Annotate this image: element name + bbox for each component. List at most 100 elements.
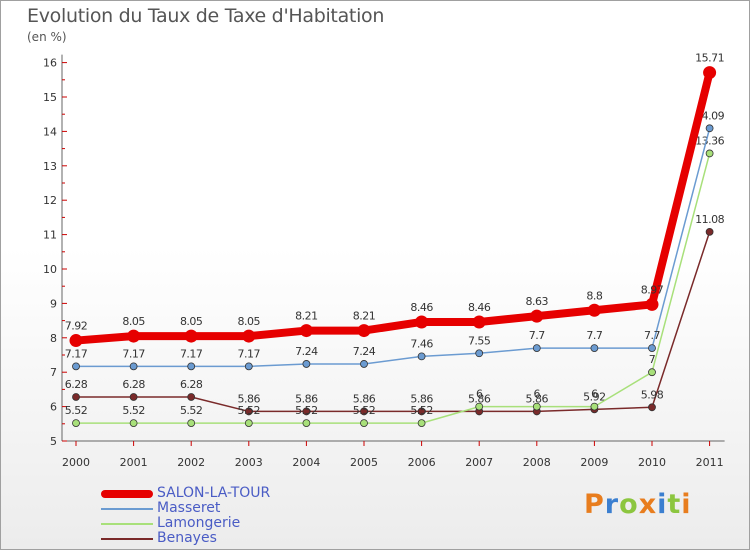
- data-label-benayes: 5.86: [410, 392, 433, 405]
- proxiti-logo: Proxiti: [584, 489, 692, 520]
- x-tick-label: 2003: [235, 456, 263, 469]
- series-line-masseret: [76, 128, 711, 368]
- data-point-salon-la-tour: [415, 315, 429, 329]
- y-tick-label: 8: [50, 332, 57, 345]
- data-label-salon-la-tour: 8.46: [468, 301, 491, 314]
- data-point-benayes: [72, 393, 80, 401]
- data-point-benayes: [360, 407, 368, 416]
- data-point-masseret: [72, 362, 80, 371]
- data-point-salon-la-tour: [299, 324, 313, 338]
- data-label-salon-la-tour: 8.21: [295, 310, 318, 323]
- data-point-masseret: [532, 344, 541, 353]
- y-tick-label: 16: [43, 57, 57, 70]
- data-point-salon-la-tour: [357, 324, 371, 338]
- data-point-benayes: [244, 407, 253, 416]
- data-label-salon-la-tour: 15.71: [695, 52, 724, 65]
- data-point-lamongerie: [302, 419, 311, 428]
- data-point-salon-la-tour: [184, 329, 198, 343]
- data-point-benayes: [417, 407, 426, 416]
- x-tick-label: 2009: [580, 456, 608, 469]
- data-label-salon-la-tour: 8.8: [586, 289, 602, 302]
- data-point-benayes: [705, 227, 714, 236]
- data-label-salon-la-tour: 8.05: [122, 315, 145, 328]
- data-point-salon-la-tour: [69, 334, 83, 348]
- data-label-lamongerie: 5.52: [353, 404, 376, 417]
- y-tick-label: 12: [43, 194, 57, 207]
- logo-letter: o: [619, 489, 639, 520]
- series-line-benayes: [76, 231, 711, 413]
- data-label-lamongerie: 5.52: [295, 404, 318, 417]
- data-point-lamongerie: [705, 149, 714, 158]
- series-line-lamongerie: [76, 153, 711, 424]
- data-label-salon-la-tour: 8.05: [238, 315, 261, 328]
- data-label-lamongerie: 6: [534, 388, 541, 401]
- data-point-benayes: [302, 407, 311, 416]
- data-label-masseret: 7.55: [468, 334, 491, 347]
- data-label-lamongerie: 5.52: [65, 404, 88, 417]
- data-label-benayes: 5.86: [468, 392, 491, 405]
- data-point-lamongerie: [590, 402, 599, 411]
- data-point-masseret: [187, 362, 196, 371]
- x-tick-label: 2007: [465, 456, 493, 469]
- legend-label: Masseret: [157, 500, 221, 516]
- data-point-masseret: [417, 352, 426, 361]
- x-tick-label: 2008: [523, 456, 551, 469]
- legend-swatch: [101, 538, 153, 540]
- unit-label: (en %): [27, 30, 67, 44]
- data-label-benayes: 11.08: [695, 213, 724, 226]
- data-label-benayes: 5.86: [353, 392, 376, 405]
- legend-swatch: [101, 490, 153, 498]
- data-point-salon-la-tour: [242, 329, 256, 343]
- data-point-masseret: [475, 349, 484, 358]
- data-label-masseret: 7.24: [295, 345, 318, 358]
- data-point-masseret: [302, 360, 311, 368]
- data-label-masseret: 7.46: [410, 337, 433, 350]
- data-label-masseret: 7.17: [238, 347, 261, 360]
- logo-letter: i: [657, 489, 668, 520]
- logo-letter: t: [667, 489, 682, 520]
- legend-label: SALON-LA-TOUR: [157, 485, 271, 501]
- y-tick-label: 5: [50, 435, 57, 448]
- data-point-salon-la-tour: [530, 309, 544, 323]
- data-point-masseret: [129, 362, 138, 371]
- x-tick-label: 2011: [696, 456, 724, 469]
- y-tick-label: 14: [43, 125, 57, 138]
- y-tick-label: 13: [43, 160, 57, 173]
- data-label-benayes: 6.28: [65, 378, 88, 391]
- x-tick-label: 2010: [638, 456, 666, 469]
- y-tick-label: 9: [50, 297, 57, 310]
- x-tick-label: 2005: [350, 456, 378, 469]
- data-label-benayes: 5.86: [238, 392, 261, 405]
- data-point-masseret: [705, 124, 714, 133]
- data-label-benayes: 5.98: [641, 388, 664, 401]
- legend-label: Benayes: [157, 530, 217, 546]
- data-label-salon-la-tour: 8.46: [410, 301, 433, 314]
- data-label-benayes: 6.28: [122, 378, 145, 391]
- data-label-masseret: 7.7: [529, 329, 545, 342]
- x-tick-label: 2002: [177, 456, 205, 469]
- data-point-salon-la-tour: [645, 297, 659, 311]
- data-point-lamongerie: [532, 402, 541, 411]
- data-label-salon-la-tour: 8.21: [353, 310, 376, 323]
- data-point-lamongerie: [72, 419, 80, 428]
- data-label-lamongerie: 5.52: [238, 404, 261, 417]
- data-point-lamongerie: [244, 419, 253, 428]
- y-tick-label: 10: [43, 263, 57, 276]
- series-line-salon-la-tour: [75, 71, 714, 345]
- legend-swatch: [101, 523, 153, 525]
- logo-letter: r: [604, 489, 620, 520]
- legend-label: Lamongerie: [157, 515, 241, 531]
- data-label-masseret: 7.7: [644, 329, 660, 342]
- data-label-salon-la-tour: 8.97: [641, 283, 664, 296]
- data-label-masseret: 7.17: [65, 347, 88, 360]
- y-tick-label: 7: [50, 366, 57, 379]
- data-point-lamongerie: [417, 419, 426, 428]
- x-tick-label: 2006: [408, 456, 436, 469]
- data-point-benayes: [648, 403, 656, 412]
- data-label-lamongerie: 5.52: [410, 404, 433, 417]
- data-point-salon-la-tour: [127, 329, 141, 343]
- data-label-salon-la-tour: 8.05: [180, 315, 203, 328]
- data-point-masseret: [590, 344, 599, 353]
- data-label-lamongerie: 5.52: [122, 404, 145, 417]
- logo-letter: P: [584, 489, 605, 520]
